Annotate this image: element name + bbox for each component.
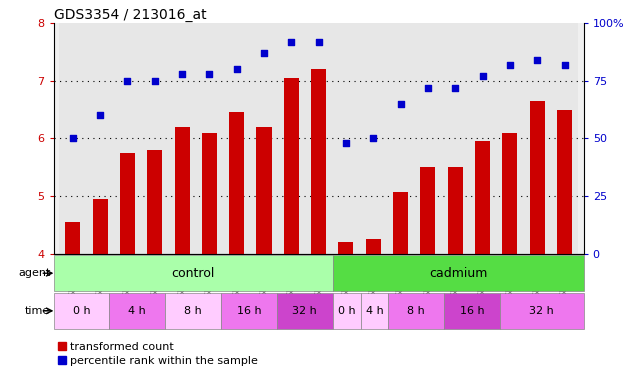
Text: 0 h: 0 h: [338, 306, 355, 316]
Point: [560, 61, 570, 68]
Bar: [389, 293, 444, 329]
Text: 0 h: 0 h: [73, 306, 90, 316]
Point: [369, 136, 379, 142]
Bar: [277, 293, 333, 329]
Bar: [496, 23, 524, 254]
Text: 8 h: 8 h: [408, 306, 425, 316]
Point: [232, 66, 242, 72]
Bar: [147, 150, 162, 254]
Bar: [202, 132, 217, 254]
Text: 32 h: 32 h: [529, 306, 554, 316]
Text: cadmium: cadmium: [429, 267, 487, 280]
Point: [396, 101, 406, 107]
Point: [341, 140, 351, 146]
Text: 32 h: 32 h: [292, 306, 317, 316]
Point: [450, 84, 460, 91]
Bar: [557, 109, 572, 254]
Bar: [109, 293, 165, 329]
Bar: [305, 23, 333, 254]
Bar: [284, 78, 299, 254]
Bar: [229, 113, 244, 254]
Bar: [420, 167, 435, 254]
Bar: [278, 23, 305, 254]
Bar: [442, 23, 469, 254]
Text: 16 h: 16 h: [460, 306, 485, 316]
Text: 4 h: 4 h: [129, 306, 146, 316]
Point: [177, 71, 187, 77]
Legend: transformed count, percentile rank within the sample: transformed count, percentile rank withi…: [54, 338, 262, 370]
Bar: [93, 199, 108, 254]
Point: [505, 61, 515, 68]
Bar: [114, 23, 141, 254]
Point: [68, 136, 78, 142]
Bar: [529, 101, 545, 254]
Bar: [551, 23, 578, 254]
Point: [532, 57, 542, 63]
Point: [286, 38, 297, 45]
Bar: [524, 23, 551, 254]
Bar: [251, 23, 278, 254]
Text: 16 h: 16 h: [237, 306, 261, 316]
Bar: [502, 132, 517, 254]
Bar: [120, 153, 135, 254]
Bar: [141, 23, 168, 254]
Text: 8 h: 8 h: [184, 306, 202, 316]
Bar: [311, 69, 326, 254]
Point: [423, 84, 433, 91]
Bar: [444, 293, 500, 329]
Text: time: time: [25, 306, 50, 316]
Bar: [168, 23, 196, 254]
Bar: [333, 23, 360, 254]
Bar: [256, 127, 271, 254]
Bar: [165, 293, 221, 329]
Bar: [333, 255, 584, 291]
Bar: [59, 23, 86, 254]
Bar: [221, 293, 277, 329]
Bar: [415, 23, 442, 254]
Bar: [448, 167, 463, 254]
Bar: [500, 293, 584, 329]
Bar: [223, 23, 251, 254]
Bar: [393, 192, 408, 254]
Bar: [86, 23, 114, 254]
Point: [314, 38, 324, 45]
Bar: [338, 242, 353, 254]
Point: [259, 50, 269, 56]
Bar: [175, 127, 189, 254]
Bar: [475, 141, 490, 254]
Point: [150, 78, 160, 84]
Bar: [469, 23, 496, 254]
Bar: [54, 255, 333, 291]
Text: control: control: [172, 267, 215, 280]
Bar: [360, 293, 389, 329]
Bar: [333, 293, 360, 329]
Point: [122, 78, 133, 84]
Point: [204, 71, 215, 77]
Text: 4 h: 4 h: [365, 306, 383, 316]
Bar: [387, 23, 415, 254]
Text: agent: agent: [18, 268, 50, 278]
Bar: [54, 293, 109, 329]
Point: [95, 112, 105, 118]
Bar: [65, 222, 80, 254]
Point: [478, 73, 488, 79]
Text: GDS3354 / 213016_at: GDS3354 / 213016_at: [54, 8, 206, 22]
Bar: [196, 23, 223, 254]
Bar: [366, 239, 381, 254]
Bar: [360, 23, 387, 254]
